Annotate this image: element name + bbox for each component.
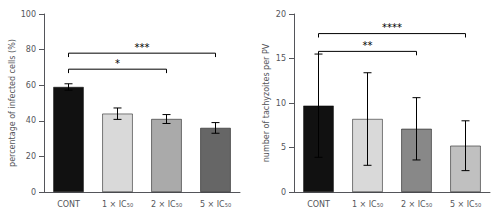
svg-text:5: 5	[281, 143, 286, 152]
svg-text:20: 20	[26, 152, 36, 161]
svg-text:**: **	[363, 40, 373, 51]
svg-text:15: 15	[276, 54, 286, 63]
svg-text:CONT: CONT	[57, 200, 80, 209]
svg-text:2 × IC₅₀: 2 × IC₅₀	[151, 200, 182, 209]
svg-text:100: 100	[21, 10, 36, 19]
svg-text:percentage of infected cells (: percentage of infected cells (%)	[8, 39, 17, 167]
svg-text:60: 60	[26, 81, 36, 90]
svg-text:0: 0	[31, 188, 36, 197]
svg-text:****: ****	[382, 22, 402, 33]
svg-text:80: 80	[26, 45, 36, 54]
svg-text:2 × IC₅₀: 2 × IC₅₀	[401, 200, 432, 209]
svg-text:CONT: CONT	[307, 200, 330, 209]
svg-text:0: 0	[281, 188, 286, 197]
svg-text:20: 20	[276, 10, 286, 19]
svg-text:40: 40	[26, 116, 36, 125]
svg-text:*: *	[115, 58, 120, 69]
svg-text:10: 10	[276, 99, 286, 108]
svg-text:***: ***	[135, 42, 150, 53]
svg-text:1 × IC₅₀: 1 × IC₅₀	[102, 200, 133, 209]
svg-text:5 × IC₅₀: 5 × IC₅₀	[200, 200, 231, 209]
svg-text:number of tachyzoites per PV: number of tachyzoites per PV	[262, 43, 271, 162]
svg-text:5 × IC₅₀: 5 × IC₅₀	[450, 200, 481, 209]
svg-text:1 × IC₅₀: 1 × IC₅₀	[352, 200, 383, 209]
